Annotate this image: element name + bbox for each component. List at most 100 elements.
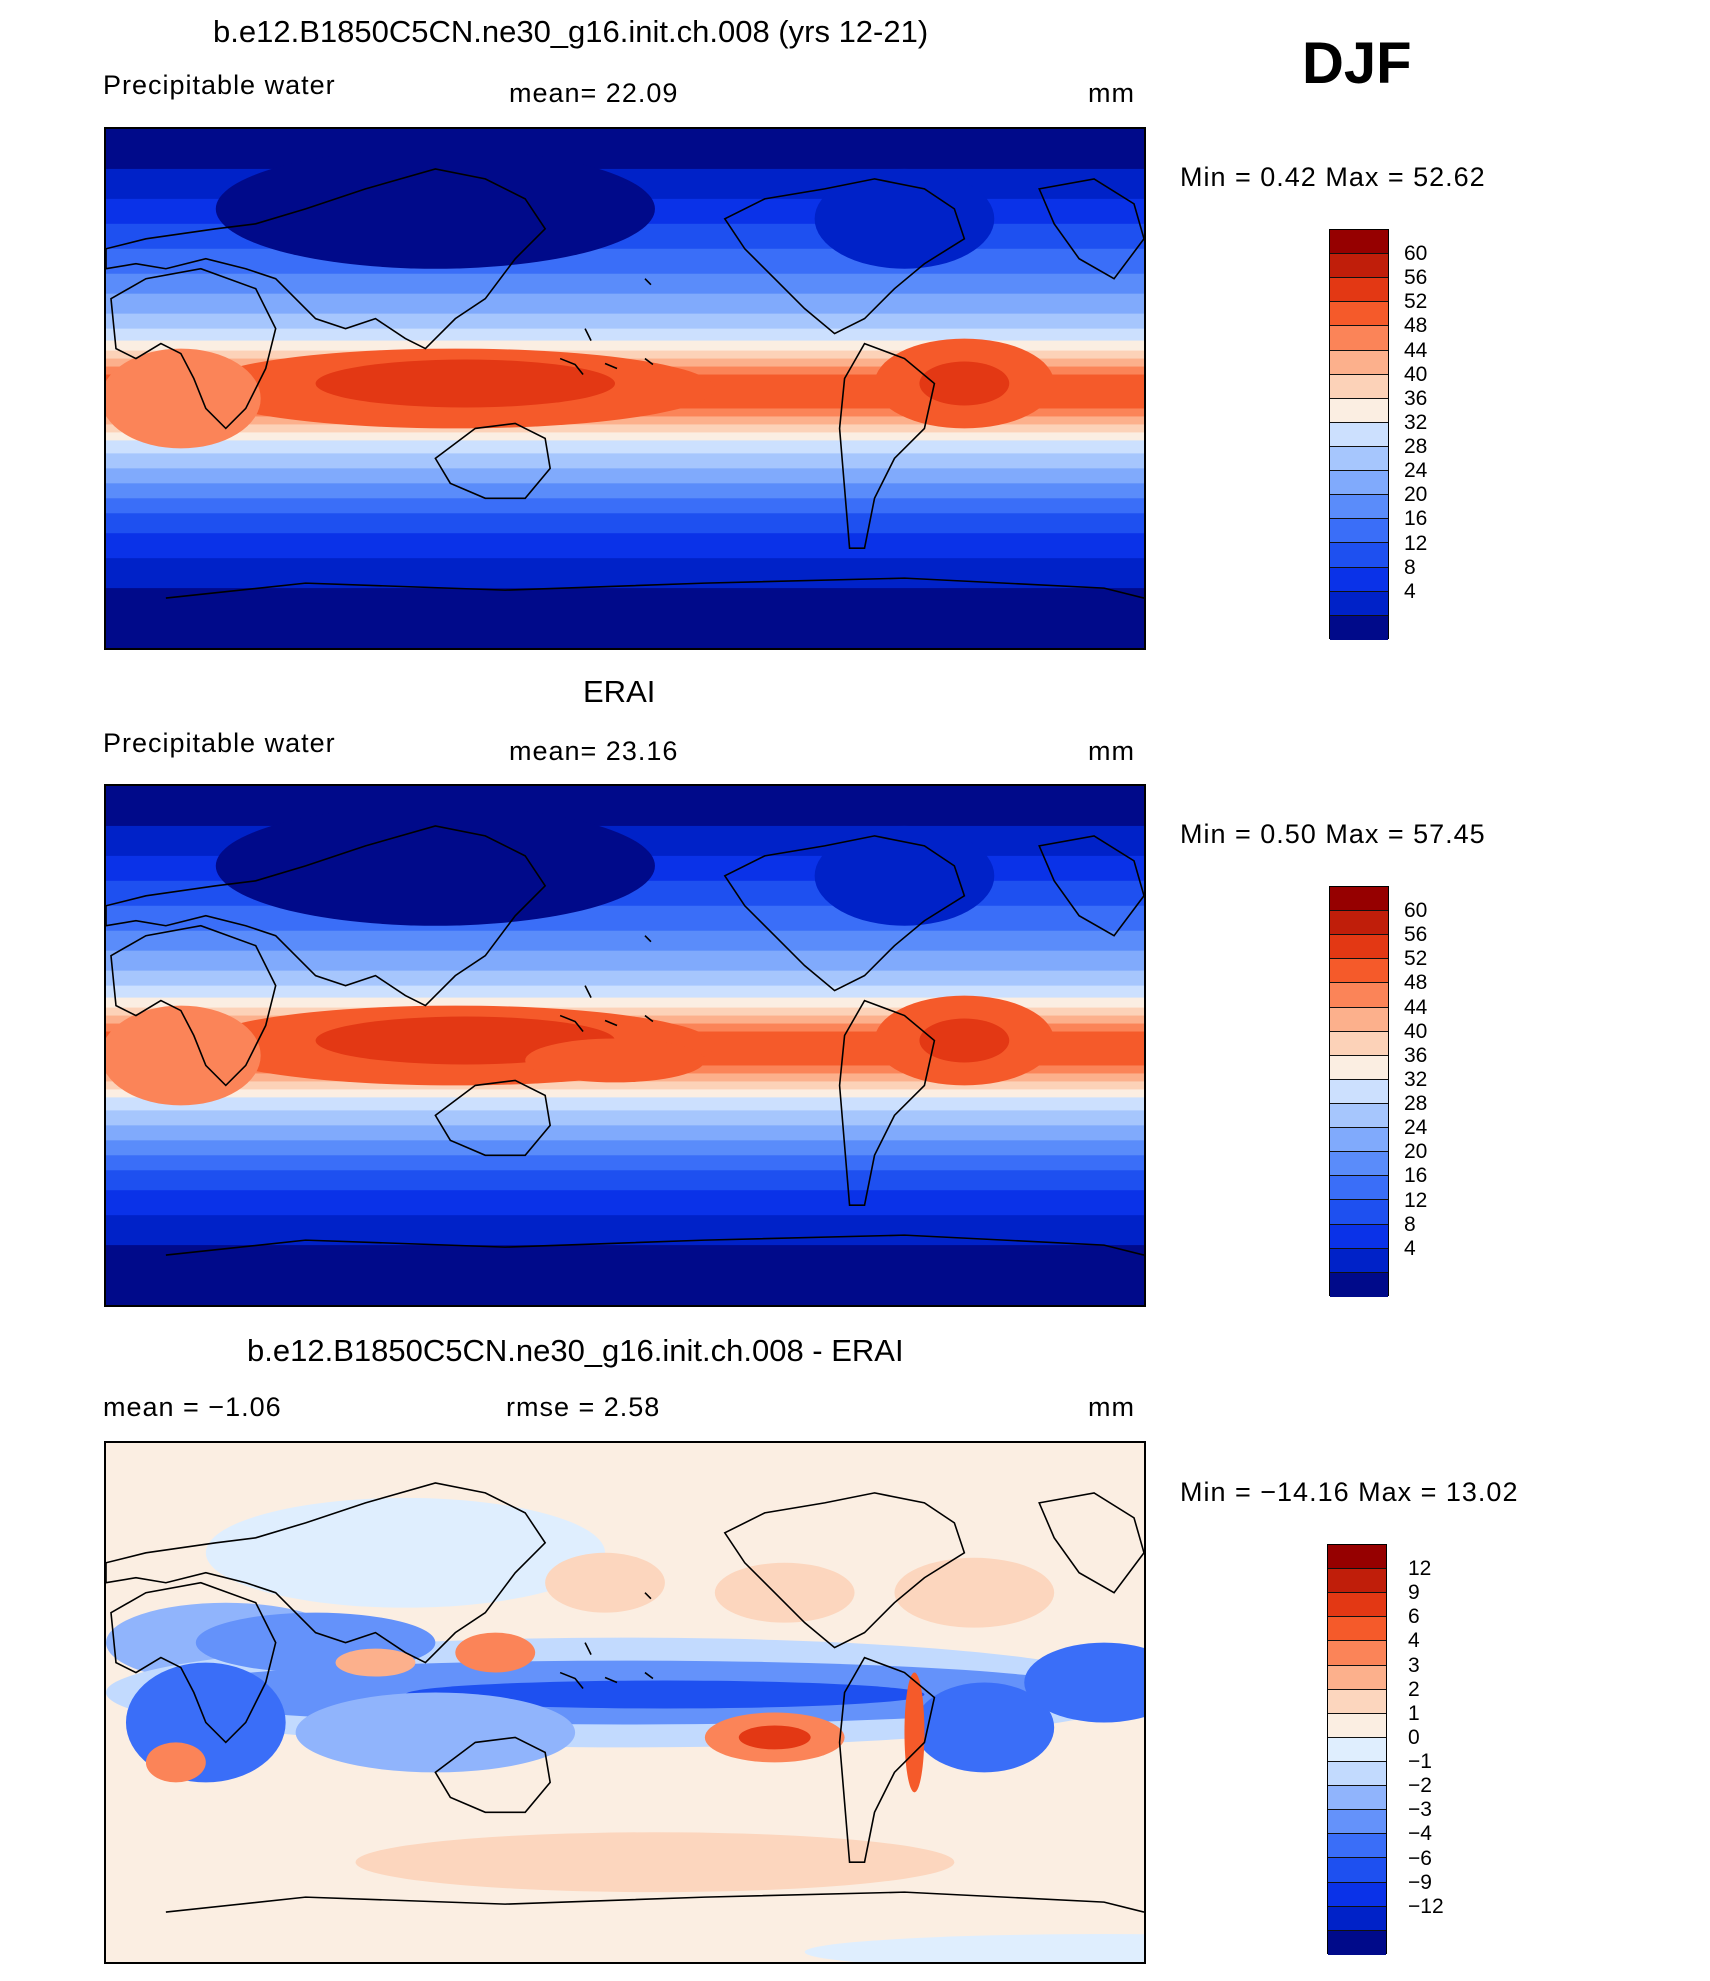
colorbar-swatch (1330, 1176, 1388, 1201)
colorbar-swatch (1328, 1906, 1386, 1931)
panel-1-minmax: Min = 0.42 Max = 52.62 (1180, 162, 1486, 192)
colorbar-tick-label: 9 (1408, 1581, 1420, 1605)
colorbar-tick-label: 32 (1404, 1067, 1428, 1091)
colorbar-swatch (1330, 278, 1388, 303)
panel-2-units: mm (1088, 736, 1135, 766)
colorbar-tick-label: 36 (1404, 386, 1428, 410)
panel-2-title: ERAI (583, 674, 656, 709)
panel-2-colorbar (1329, 886, 1389, 1297)
colorbar-swatch (1330, 519, 1388, 544)
colorbar-swatch (1328, 1786, 1386, 1811)
panel-3-units: mm (1088, 1392, 1135, 1422)
colorbar-swatch (1330, 1055, 1388, 1080)
colorbar-swatch (1330, 959, 1388, 984)
colorbar-tick-label: 48 (1404, 314, 1428, 338)
colorbar-swatch (1330, 935, 1388, 960)
colorbar-swatch (1330, 398, 1388, 423)
colorbar-swatch (1328, 1545, 1386, 1570)
colorbar-tick-label: 28 (1404, 435, 1428, 459)
colorbar-swatch (1328, 1569, 1386, 1594)
colorbar-swatch (1330, 495, 1388, 520)
colorbar-tick-label: 24 (1404, 1116, 1428, 1140)
colorbar-swatch (1330, 1248, 1388, 1273)
colorbar-swatch (1330, 230, 1388, 255)
panel-1-map (104, 127, 1146, 650)
panel-1-field (106, 129, 1144, 648)
colorbar-tick-label: 28 (1404, 1092, 1428, 1116)
panel-2-minmax: Min = 0.50 Max = 57.45 (1180, 819, 1486, 849)
colorbar-swatch (1330, 254, 1388, 279)
colorbar-tick-label: −3 (1408, 1798, 1432, 1822)
colorbar-swatch (1330, 1272, 1388, 1297)
colorbar-tick-label: 0 (1408, 1725, 1420, 1749)
colorbar-swatch (1330, 1079, 1388, 1104)
colorbar-swatch (1330, 887, 1388, 912)
colorbar-swatch (1330, 1007, 1388, 1032)
colorbar-tick-label: 40 (1404, 1019, 1428, 1043)
colorbar-swatch (1330, 446, 1388, 472)
season-label: DJF (1302, 31, 1412, 96)
colorbar-swatch (1330, 1128, 1388, 1153)
colorbar-tick-label: 2 (1408, 1677, 1420, 1701)
colorbar-swatch (1330, 615, 1388, 640)
colorbar-tick-label: 60 (1404, 242, 1428, 266)
colorbar-swatch (1330, 591, 1388, 616)
colorbar-swatch (1328, 1617, 1386, 1642)
colorbar-tick-label: −6 (1408, 1846, 1432, 1870)
panel-2-map (104, 784, 1146, 1307)
colorbar-tick-label: 16 (1404, 507, 1428, 531)
colorbar-swatch (1330, 567, 1388, 592)
panel-2-mean: mean= 23.16 (509, 736, 679, 766)
colorbar-tick-label: 44 (1404, 338, 1428, 362)
panel-3-colorbar (1327, 1544, 1387, 1955)
colorbar-tick-label: −2 (1408, 1774, 1432, 1798)
colorbar-tick-label: 8 (1404, 1212, 1416, 1236)
panel-1-mean: mean= 22.09 (509, 78, 679, 108)
colorbar-tick-label: 56 (1404, 266, 1428, 290)
colorbar-swatch (1328, 1737, 1386, 1762)
colorbar-swatch (1330, 374, 1388, 399)
panel-1-colorbar (1329, 229, 1389, 640)
colorbar-tick-label: 12 (1404, 531, 1428, 555)
colorbar-swatch (1330, 1224, 1388, 1249)
panel-2-variable: Precipitable water (103, 728, 336, 758)
panel-3-map (104, 1441, 1146, 1964)
colorbar-swatch (1330, 1152, 1388, 1177)
panel-3-minmax: Min = −14.16 Max = 13.02 (1180, 1477, 1519, 1507)
colorbar-swatch (1330, 543, 1388, 568)
colorbar-swatch (1328, 1858, 1386, 1883)
colorbar-tick-label: 20 (1404, 483, 1428, 507)
colorbar-swatch (1330, 350, 1388, 375)
colorbar-tick-label: 40 (1404, 362, 1428, 386)
panel-3-field (106, 1443, 1144, 1962)
colorbar-tick-label: −4 (1408, 1822, 1432, 1846)
colorbar-tick-label: 8 (1404, 555, 1416, 579)
colorbar-tick-label: 16 (1404, 1164, 1428, 1188)
colorbar-swatch (1328, 1834, 1386, 1859)
colorbar-tick-label: 20 (1404, 1140, 1428, 1164)
colorbar-tick-label: 32 (1404, 410, 1428, 434)
colorbar-tick-label: 6 (1408, 1605, 1420, 1629)
colorbar-tick-label: 4 (1408, 1629, 1420, 1653)
colorbar-tick-label: −9 (1408, 1870, 1432, 1894)
colorbar-tick-label: 3 (1408, 1653, 1420, 1677)
colorbar-swatch (1330, 422, 1388, 447)
colorbar-tick-label: 36 (1404, 1043, 1428, 1067)
colorbar-swatch (1330, 1031, 1388, 1056)
colorbar-tick-label: 4 (1404, 1236, 1416, 1260)
colorbar-swatch (1328, 1593, 1386, 1618)
colorbar-swatch (1330, 302, 1388, 327)
colorbar-swatch (1330, 326, 1388, 351)
panel-3-title: b.e12.B1850C5CN.ne30_g16.init.ch.008 - E… (247, 1333, 904, 1368)
colorbar-swatch (1328, 1713, 1386, 1738)
colorbar-swatch (1330, 911, 1388, 936)
colorbar-swatch (1330, 983, 1388, 1008)
panel-2-field (106, 786, 1144, 1305)
colorbar-tick-label: 1 (1408, 1701, 1420, 1725)
panel-1-variable: Precipitable water (103, 70, 336, 100)
panel-3-rmse: rmse = 2.58 (506, 1392, 661, 1422)
colorbar-tick-label: −12 (1408, 1894, 1444, 1918)
colorbar-tick-label: −1 (1408, 1750, 1432, 1774)
panel-1-title: b.e12.B1850C5CN.ne30_g16.init.ch.008 (yr… (213, 14, 929, 49)
colorbar-tick-label: 60 (1404, 899, 1428, 923)
